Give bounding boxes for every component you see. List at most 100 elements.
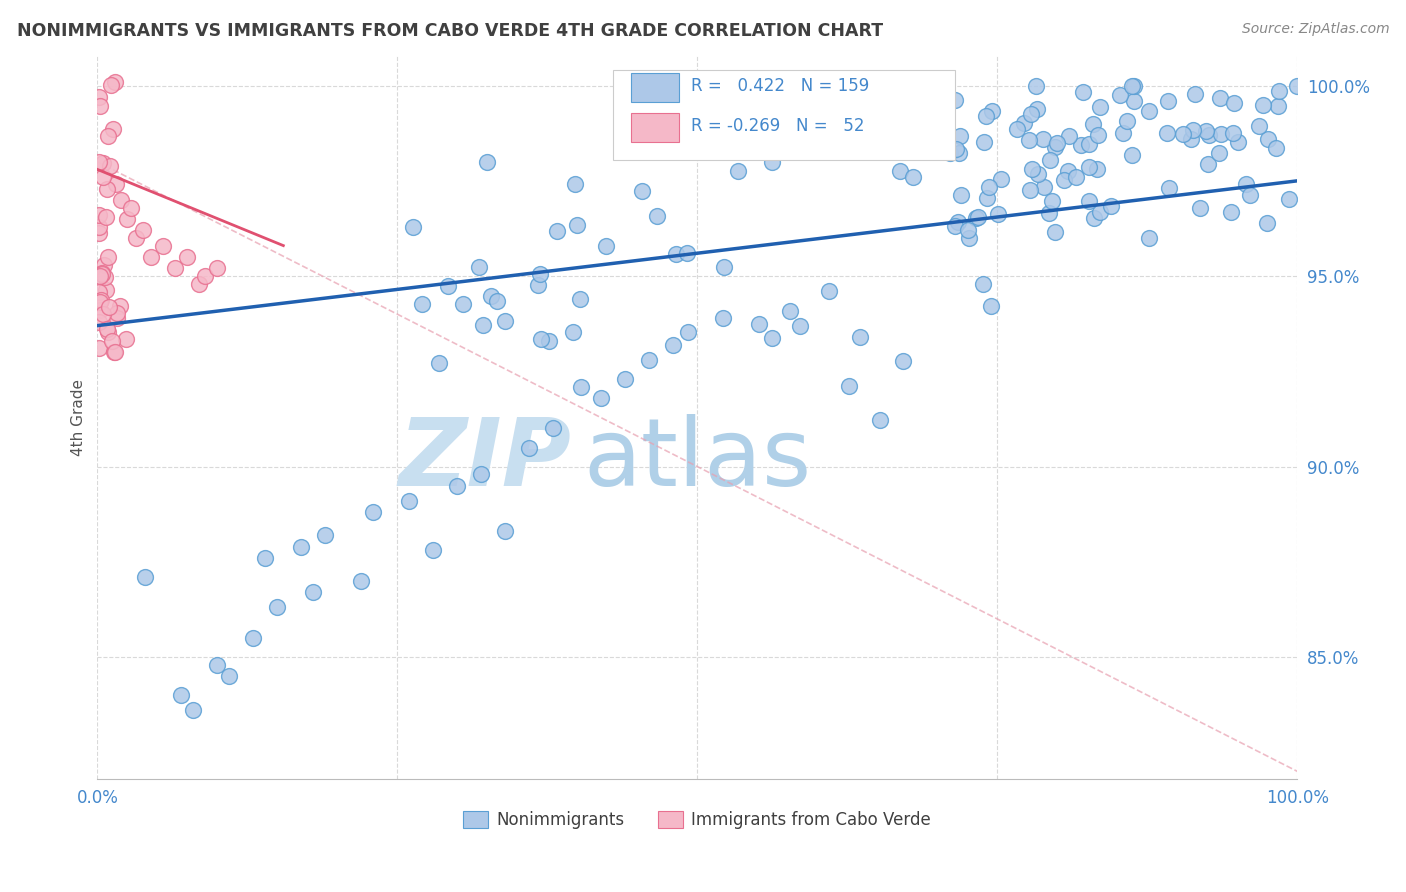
Point xyxy=(218,669,240,683)
FancyBboxPatch shape xyxy=(631,73,679,103)
Point xyxy=(645,210,668,224)
Point xyxy=(869,413,891,427)
Point xyxy=(1267,98,1289,112)
Point xyxy=(569,380,592,394)
Point xyxy=(562,325,585,339)
Point xyxy=(398,493,420,508)
Point xyxy=(108,299,131,313)
Text: Source: ZipAtlas.com: Source: ZipAtlas.com xyxy=(1241,22,1389,37)
Point xyxy=(1071,85,1094,99)
Point xyxy=(711,311,734,326)
Point xyxy=(565,218,588,232)
Point xyxy=(1111,126,1133,140)
Point xyxy=(87,341,110,355)
Point xyxy=(94,210,117,224)
Point xyxy=(401,220,423,235)
Point xyxy=(1137,104,1160,119)
Point xyxy=(97,325,120,339)
Point xyxy=(1234,178,1257,192)
Point xyxy=(1121,147,1143,161)
Point xyxy=(152,238,174,252)
Point xyxy=(1123,78,1146,93)
Point xyxy=(818,284,841,298)
Text: R = -0.269   N =   52: R = -0.269 N = 52 xyxy=(692,117,865,135)
Point xyxy=(1256,216,1278,230)
Point xyxy=(1043,139,1066,153)
Point xyxy=(207,657,229,672)
Point xyxy=(676,245,699,260)
Point xyxy=(614,372,637,386)
Point xyxy=(1137,231,1160,245)
Point xyxy=(1032,179,1054,194)
Point xyxy=(1188,202,1211,216)
Point xyxy=(125,231,148,245)
Point xyxy=(470,467,492,482)
Point xyxy=(1085,162,1108,177)
Point xyxy=(1239,187,1261,202)
Point xyxy=(950,188,973,202)
Point xyxy=(979,179,1001,194)
Point xyxy=(314,528,336,542)
Point xyxy=(901,169,924,184)
Point xyxy=(1025,78,1047,93)
Point xyxy=(98,159,121,173)
Point xyxy=(1209,127,1232,141)
Point xyxy=(665,247,688,261)
Point xyxy=(1019,106,1042,120)
Point xyxy=(104,75,127,89)
Point xyxy=(1005,122,1028,136)
FancyBboxPatch shape xyxy=(613,70,955,160)
Point xyxy=(990,172,1012,186)
Point xyxy=(1180,132,1202,146)
Point xyxy=(789,319,811,334)
Point xyxy=(595,238,617,252)
Legend: Nonimmigrants, Immigrants from Cabo Verde: Nonimmigrants, Immigrants from Cabo Verd… xyxy=(457,805,938,836)
Point xyxy=(1039,153,1062,167)
Point xyxy=(87,226,110,240)
Point xyxy=(943,93,966,107)
Point xyxy=(90,293,112,307)
Point xyxy=(446,478,468,492)
Point xyxy=(546,224,568,238)
Point xyxy=(1057,164,1080,178)
Point xyxy=(1156,126,1178,140)
Text: R =   0.422   N = 159: R = 0.422 N = 159 xyxy=(692,78,869,95)
Point xyxy=(1070,137,1092,152)
Point xyxy=(411,297,433,311)
Point xyxy=(1083,211,1105,226)
Point xyxy=(422,543,444,558)
Point xyxy=(1078,160,1101,174)
Point xyxy=(471,318,494,333)
Point xyxy=(89,90,111,104)
Point xyxy=(564,178,586,192)
Point xyxy=(1064,169,1087,184)
Point xyxy=(713,260,735,274)
Point xyxy=(1078,136,1101,151)
Point xyxy=(957,231,980,245)
Point xyxy=(105,178,128,192)
Point xyxy=(105,306,128,320)
Point xyxy=(134,570,156,584)
Point xyxy=(103,121,125,136)
Point xyxy=(662,337,685,351)
Point xyxy=(110,193,132,207)
Point xyxy=(1198,128,1220,142)
Point xyxy=(468,260,491,274)
Point xyxy=(242,631,264,645)
Point xyxy=(89,303,111,318)
Point xyxy=(966,211,988,225)
Point xyxy=(93,258,115,272)
Point xyxy=(957,223,980,237)
Point xyxy=(485,294,508,309)
Point xyxy=(91,156,114,170)
Text: ZIP: ZIP xyxy=(398,415,571,507)
Point xyxy=(1046,136,1069,150)
Text: NONIMMIGRANTS VS IMMIGRANTS FROM CABO VERDE 4TH GRADE CORRELATION CHART: NONIMMIGRANTS VS IMMIGRANTS FROM CABO VE… xyxy=(17,22,883,40)
Point xyxy=(87,285,110,300)
Point xyxy=(494,524,516,539)
Point xyxy=(1173,127,1195,141)
Point xyxy=(1181,123,1204,137)
Point xyxy=(529,267,551,281)
Point xyxy=(527,277,550,292)
Point xyxy=(165,261,187,276)
